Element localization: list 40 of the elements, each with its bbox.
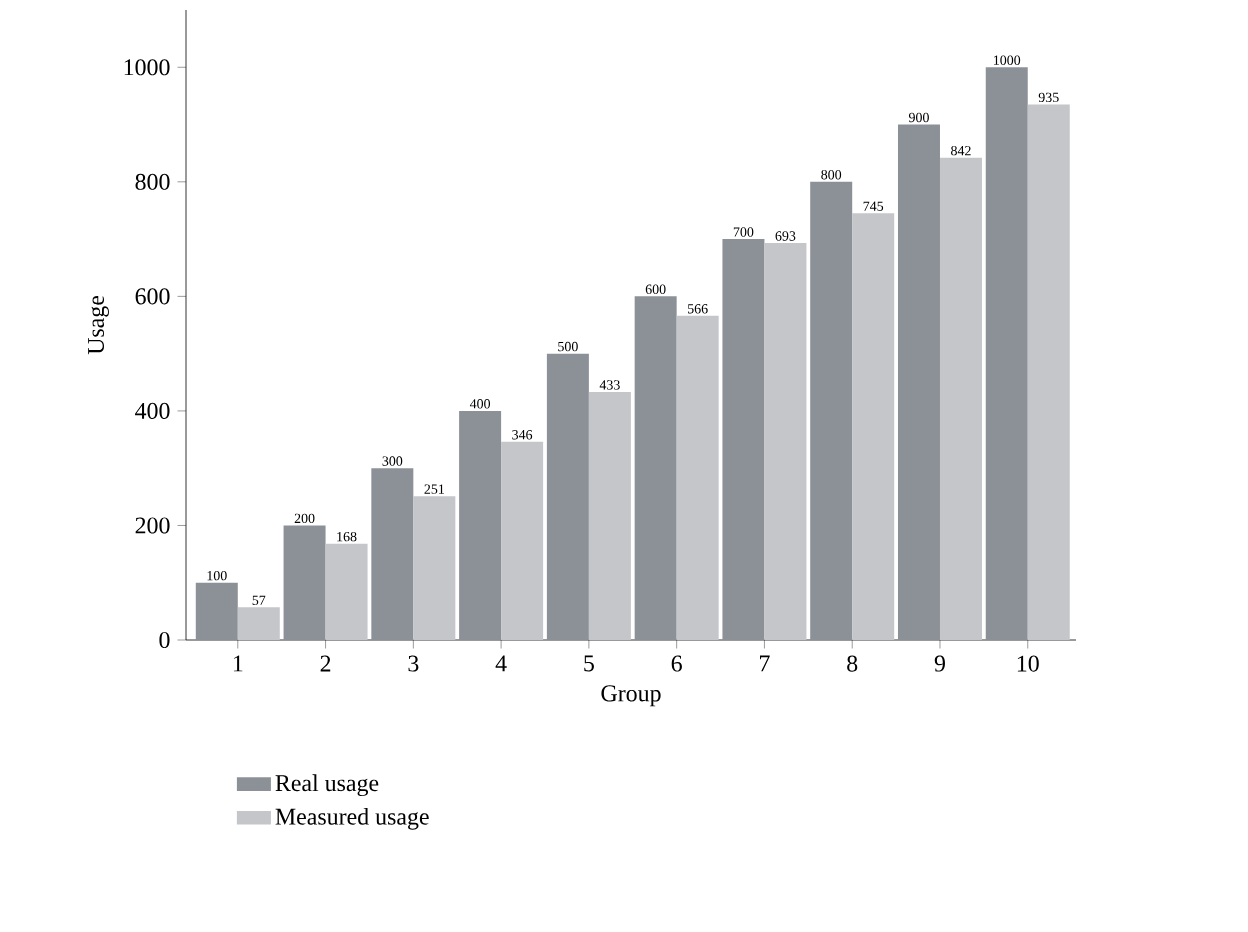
bar (764, 243, 807, 640)
bar (501, 441, 544, 640)
bar (546, 353, 589, 640)
bar (325, 543, 368, 640)
bar (852, 213, 895, 640)
legend-label: Measured usage (275, 807, 429, 830)
legend-label: Real usage (275, 774, 379, 797)
x-tick-label: 4 (495, 655, 507, 672)
bar (676, 315, 719, 640)
y-axis-title: Usage (88, 295, 109, 355)
bar (985, 67, 1028, 640)
bar (371, 468, 414, 640)
bar (283, 525, 326, 640)
x-tick-label: 1 (233, 655, 243, 672)
bar (810, 181, 853, 640)
x-tick-label: 7 (760, 655, 770, 672)
bar (897, 124, 940, 640)
y-tick-label: 600 (135, 288, 170, 305)
bar (1027, 104, 1070, 640)
bar (588, 392, 631, 640)
y-tick-label: 0 (159, 631, 170, 649)
x-tick-label: 2 (320, 655, 331, 672)
bar (634, 296, 677, 640)
x-tick-label: 6 (671, 655, 682, 672)
x-tick-label: 3 (408, 655, 419, 672)
bar (237, 607, 280, 640)
y-tick-label: 400 (135, 402, 170, 419)
x-tick-label: 10 (1017, 655, 1039, 672)
x-axis-title: Group (601, 685, 661, 707)
bar (413, 496, 456, 640)
y-tick-label: 800 (135, 173, 170, 190)
y-tick-label: 200 (135, 517, 170, 534)
bar (459, 410, 502, 640)
x-tick-label: 9 (934, 655, 945, 672)
x-tick-label: 8 (847, 655, 858, 672)
y-tick-label: 1000 (124, 59, 170, 76)
bar (195, 582, 238, 640)
bar (722, 239, 765, 640)
x-tick-label: 5 (584, 655, 594, 672)
bar (939, 157, 982, 640)
